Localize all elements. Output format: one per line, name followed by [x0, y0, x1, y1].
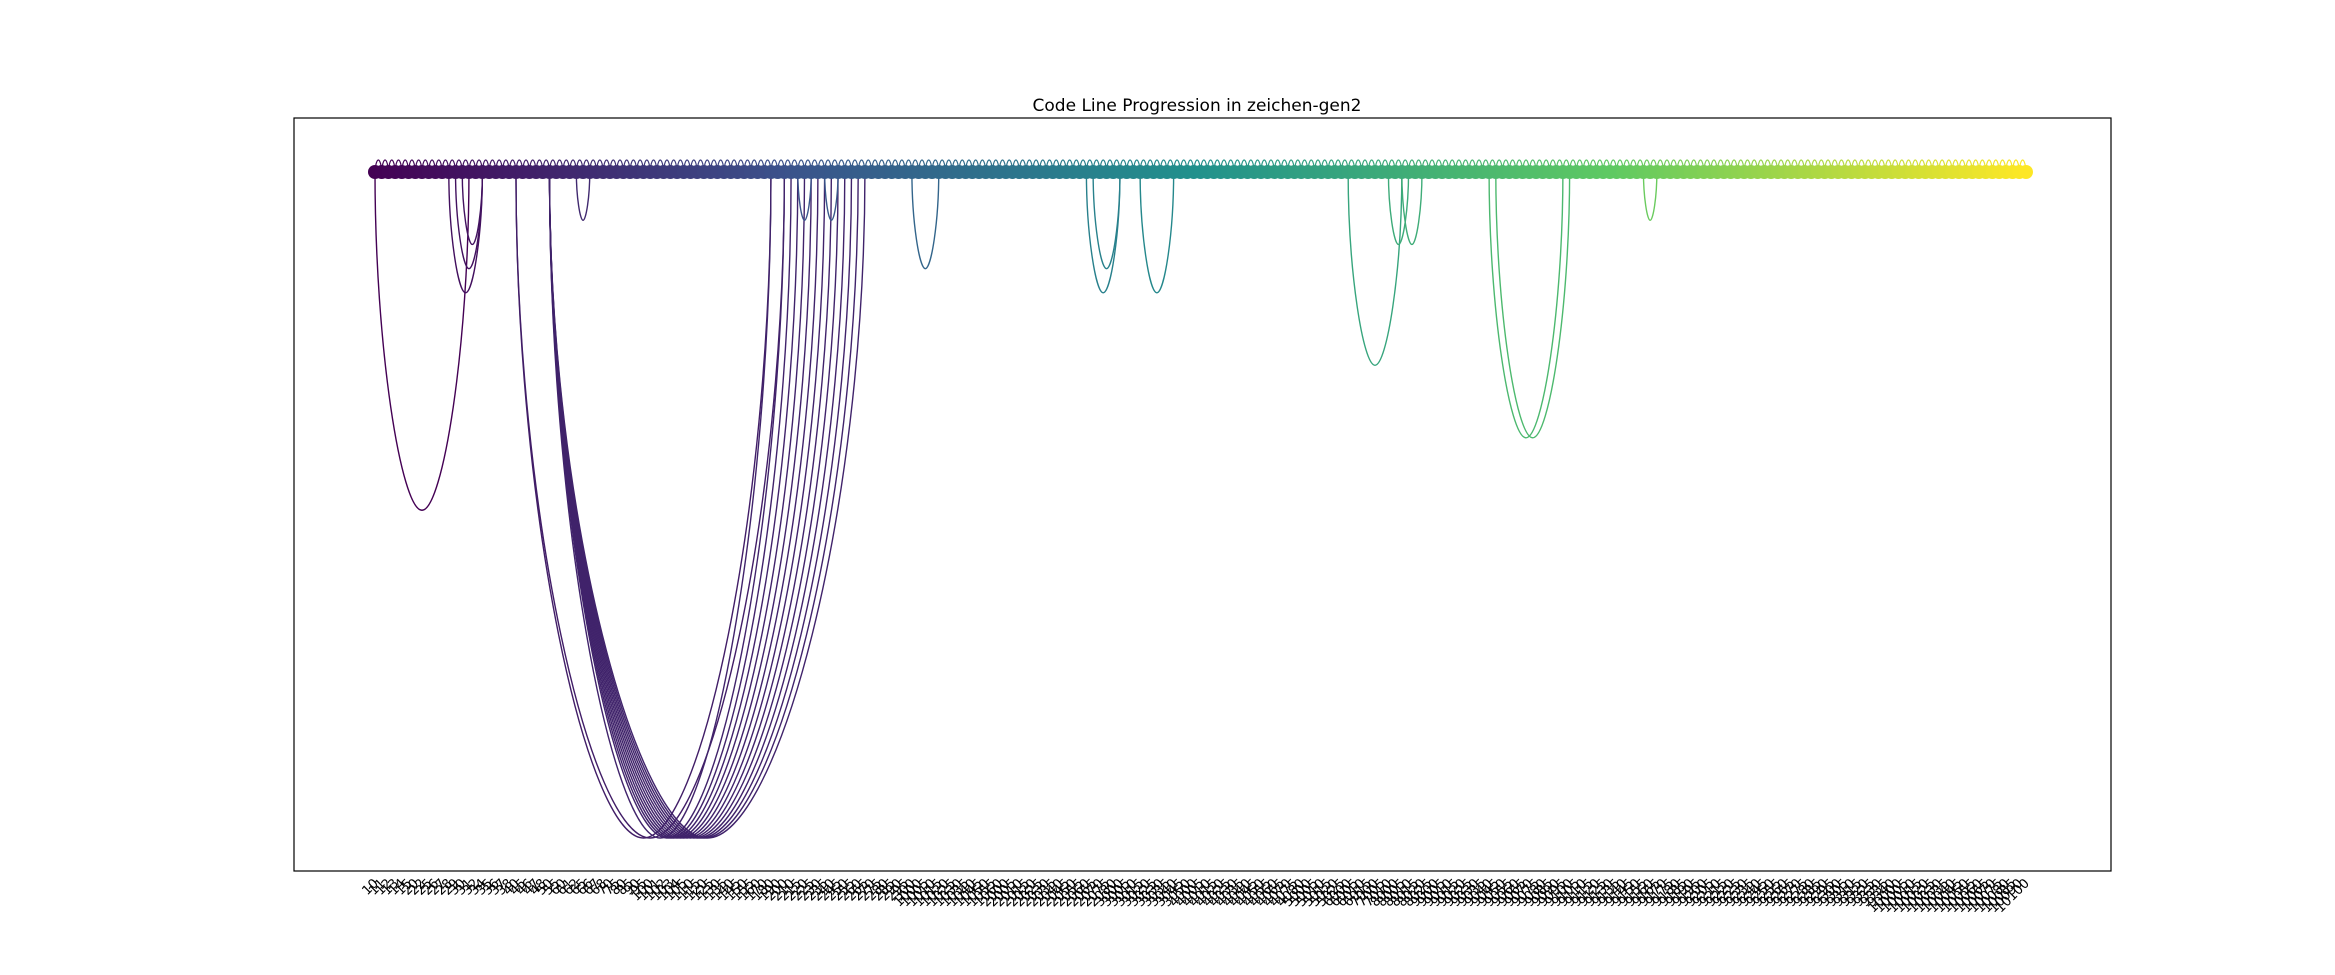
long-arc — [1085, 171, 1121, 294]
long-arc — [515, 171, 772, 839]
long-arc — [1488, 171, 1564, 439]
long-arc — [461, 171, 484, 246]
long-arc — [548, 171, 859, 839]
long-arc — [911, 171, 940, 270]
long-arc — [374, 171, 470, 511]
long-arc — [797, 171, 812, 222]
long-arc — [1139, 171, 1175, 294]
long-arc — [823, 171, 839, 222]
long-arc — [1092, 171, 1121, 270]
tick-labels: 1011121314152022252627282930313234353637… — [360, 876, 2033, 916]
long-arcs — [374, 171, 1658, 839]
chart-title: Code Line Progression in zeichen-gen2 — [1033, 96, 1362, 116]
long-arc — [548, 171, 846, 839]
long-arc — [548, 171, 853, 839]
long-arc — [575, 171, 591, 222]
long-arc — [1642, 171, 1658, 222]
long-arc — [548, 171, 812, 839]
nodes — [368, 165, 2033, 179]
long-arc — [548, 171, 792, 839]
long-arc — [1401, 171, 1423, 246]
long-arc — [1387, 171, 1410, 246]
long-arc — [1347, 171, 1403, 366]
plot-frame — [293, 117, 2112, 872]
node — [2019, 165, 2033, 179]
long-arc — [548, 171, 772, 839]
long-arc — [515, 171, 786, 839]
long-arc — [1495, 171, 1571, 439]
long-arc — [548, 171, 866, 839]
